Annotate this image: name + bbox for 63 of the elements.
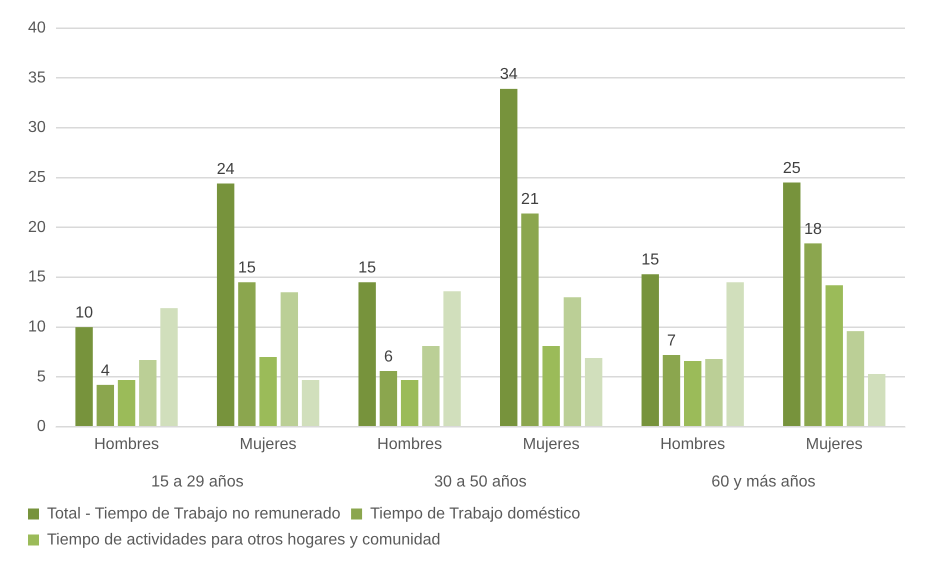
bar <box>500 88 518 426</box>
bar <box>160 308 178 426</box>
bar <box>564 297 582 426</box>
bar <box>826 285 843 426</box>
x-tick-label: Mujeres <box>806 436 863 453</box>
bar <box>846 331 864 426</box>
data-label: 21 <box>521 190 539 208</box>
data-label: 15 <box>238 260 256 277</box>
bar <box>259 357 277 426</box>
data-label: 4 <box>100 362 110 380</box>
bar <box>302 380 320 426</box>
data-label: 15 <box>358 260 376 277</box>
bar <box>443 291 461 426</box>
bar <box>642 274 659 426</box>
legend-label: Tiempo de actividades para otros hogares y comunidad <box>47 531 440 548</box>
bar <box>216 184 234 426</box>
bar <box>521 213 539 426</box>
data-label: 6 <box>384 348 393 366</box>
data-label: 24 <box>216 160 235 178</box>
data-label: 34 <box>500 66 518 84</box>
text: 60 y más años <box>711 473 816 490</box>
bar <box>400 380 418 426</box>
bar <box>96 384 114 426</box>
data-label: 25 <box>782 160 801 177</box>
data-label: 7 <box>667 332 676 350</box>
x-tick-label: Hombres <box>377 436 442 453</box>
data-label: 10 <box>75 304 94 322</box>
bar <box>868 374 886 426</box>
bar <box>705 359 723 426</box>
bar <box>280 292 298 426</box>
bar <box>783 182 800 426</box>
x-tick-label: Mujeres <box>240 436 297 453</box>
text: 15 a 29 años <box>151 473 244 490</box>
y-tick-label: 0 <box>36 418 46 436</box>
y-tick-label: 30 <box>28 119 46 136</box>
bar <box>726 282 744 426</box>
bar <box>584 358 602 426</box>
y-tick-label: 5 <box>36 368 46 386</box>
y-tick-label: 40 <box>28 19 46 36</box>
bar <box>804 243 822 426</box>
x-tick-label: Hombres <box>660 436 726 453</box>
bar <box>139 360 156 426</box>
y-tick-label: 35 <box>28 69 46 86</box>
y-tick-label: 15 <box>28 268 46 286</box>
data-label: 15 <box>641 252 660 269</box>
bar <box>542 346 560 426</box>
bar <box>380 370 398 426</box>
bar <box>358 282 376 426</box>
data-label: 18 <box>804 220 822 238</box>
bar <box>75 327 93 426</box>
bar <box>662 355 680 426</box>
y-tick-label: 20 <box>28 218 46 236</box>
bar <box>684 361 702 426</box>
y-tick-label: 25 <box>28 168 46 186</box>
legend-label: Tiempo de Trabajo doméstico <box>370 505 580 522</box>
x-tick-label: Hombres <box>94 436 160 453</box>
legend-label: Total - Tiempo de Trabajo no remunerado <box>47 505 341 522</box>
bar <box>422 346 440 426</box>
x-tick-label: Mujeres <box>522 436 580 453</box>
bar <box>238 282 256 426</box>
text: 30 a 50 años <box>434 473 527 490</box>
bar <box>118 380 136 426</box>
y-tick-label: 10 <box>28 318 46 336</box>
